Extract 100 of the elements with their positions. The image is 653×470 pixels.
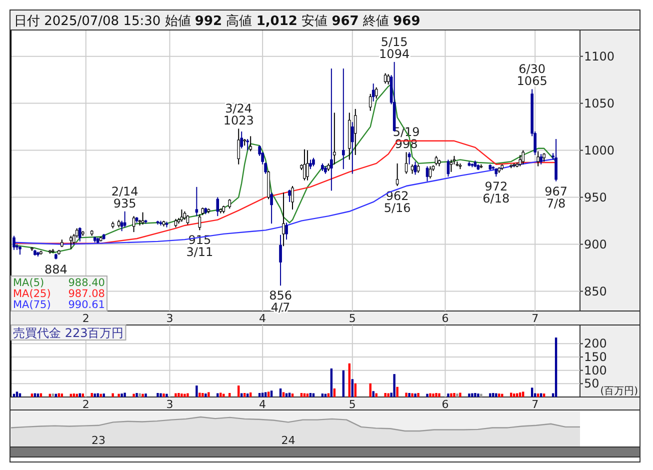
bar xyxy=(411,393,414,397)
bar xyxy=(405,392,408,397)
candlestick xyxy=(198,214,202,231)
bar xyxy=(124,392,126,397)
candlestick xyxy=(518,154,522,167)
bar xyxy=(96,393,99,397)
candlestick xyxy=(228,198,232,210)
bar xyxy=(309,393,312,397)
bar xyxy=(36,394,40,397)
bar xyxy=(282,392,285,397)
text: MA(25) xyxy=(13,288,51,300)
bar xyxy=(474,393,476,397)
x-tick-label: 7 xyxy=(532,312,539,325)
bar xyxy=(459,392,462,397)
x-tick-label: 2 xyxy=(82,398,90,411)
bar xyxy=(102,394,105,397)
candlestick xyxy=(333,112,336,165)
bar xyxy=(174,393,177,397)
bar xyxy=(132,394,135,397)
candlestick xyxy=(536,150,540,167)
x-tick-label: 7 xyxy=(532,398,539,411)
bar xyxy=(300,393,303,397)
x-tick-label: 24 xyxy=(281,434,296,447)
bar xyxy=(118,394,120,397)
annotation: 売買代金 223百万円 xyxy=(13,326,124,340)
y-axis-title: (百万円) xyxy=(600,386,638,397)
bar xyxy=(138,393,141,397)
candlestick xyxy=(386,74,390,86)
bar xyxy=(120,394,123,397)
bar xyxy=(90,393,93,397)
annotation: 962 5/16 xyxy=(384,189,411,216)
candlestick xyxy=(279,234,282,286)
candlestick xyxy=(374,86,378,100)
annotation: 972 6/18 xyxy=(482,180,510,206)
annotation: 2/14 935 xyxy=(111,184,138,210)
bar xyxy=(435,393,438,397)
candlestick xyxy=(450,159,453,172)
y-tick-label: 1100 xyxy=(584,49,615,64)
x-tick-label: 23 xyxy=(92,434,106,447)
bar xyxy=(387,393,390,397)
bar xyxy=(477,394,480,397)
bar xyxy=(270,390,273,397)
candlestick xyxy=(330,68,333,192)
annotation: 3/24 1023 xyxy=(223,102,254,128)
bar xyxy=(202,393,204,397)
bar xyxy=(432,394,434,397)
candlestick xyxy=(78,226,82,242)
candlestick xyxy=(410,164,414,174)
candlestick xyxy=(372,83,375,102)
bar xyxy=(333,388,336,397)
bar xyxy=(384,393,386,397)
candlestick xyxy=(195,186,198,217)
bar xyxy=(519,392,522,397)
bar xyxy=(330,368,333,397)
bar xyxy=(453,393,456,397)
bar xyxy=(393,374,396,397)
y-tick-label: 1050 xyxy=(584,96,615,110)
candlestick xyxy=(368,93,372,112)
candlestick xyxy=(351,122,354,174)
bar xyxy=(136,393,138,397)
bar xyxy=(30,394,34,397)
bar xyxy=(258,393,261,397)
x-tick-label: 2 xyxy=(82,312,90,325)
text: MA(5) xyxy=(13,277,44,289)
bar xyxy=(429,393,432,397)
candlestick xyxy=(540,154,542,165)
y-tick-label: 100 xyxy=(584,363,607,378)
candlestick xyxy=(309,159,312,170)
bar xyxy=(468,394,470,397)
bar xyxy=(94,394,96,397)
bar xyxy=(342,370,345,397)
bar xyxy=(396,386,398,397)
x-tick-label: 3 xyxy=(166,312,174,325)
bar xyxy=(354,383,356,397)
bar xyxy=(408,393,410,397)
bar xyxy=(249,392,252,397)
bar xyxy=(542,394,546,397)
candlestick xyxy=(180,209,184,222)
bar xyxy=(530,388,534,397)
bar xyxy=(142,394,144,397)
x-tick-label: 3 xyxy=(166,398,174,411)
annotation: 990.61 xyxy=(68,299,105,311)
x-tick-label: 6 xyxy=(442,312,449,325)
candlestick xyxy=(282,192,285,247)
bar xyxy=(417,393,420,397)
bar xyxy=(554,338,558,397)
bar xyxy=(348,363,351,397)
x-tick-label: 5 xyxy=(348,398,356,411)
y-tick-label: 50 xyxy=(584,376,600,391)
bar xyxy=(162,394,165,397)
bar xyxy=(261,392,264,397)
bar xyxy=(204,394,207,397)
bar xyxy=(156,393,159,397)
annotation: 6/30 1065 xyxy=(516,62,548,88)
candlestick xyxy=(270,192,273,224)
bar xyxy=(438,393,440,397)
x-tick-label: 4 xyxy=(259,398,266,411)
bar xyxy=(160,393,162,397)
candlestick xyxy=(306,150,309,181)
candlestick xyxy=(240,131,243,149)
